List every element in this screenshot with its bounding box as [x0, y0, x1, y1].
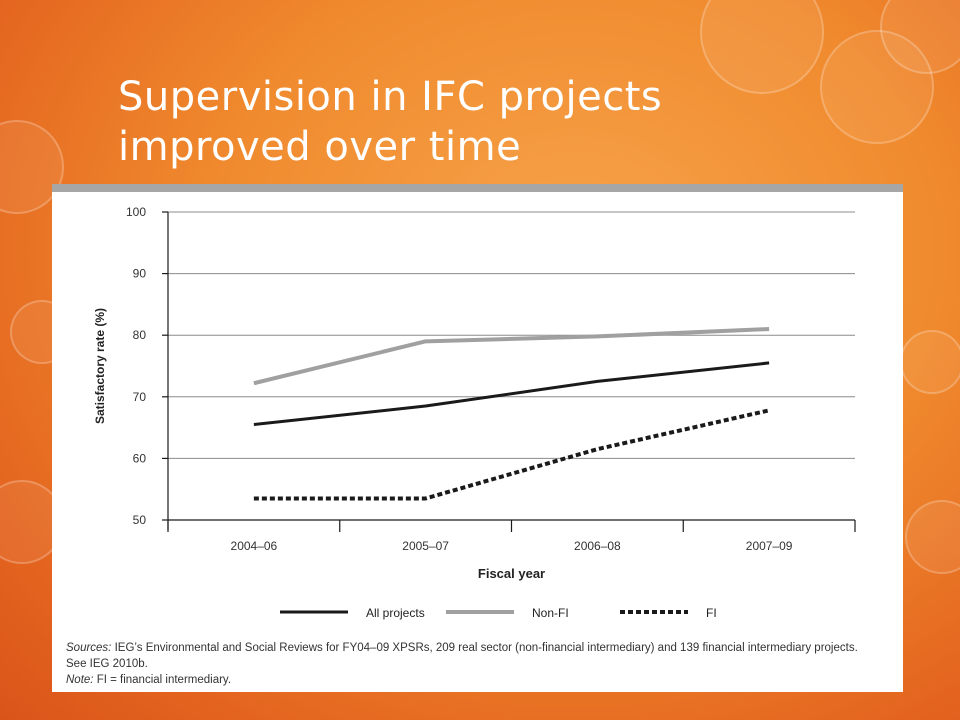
x-tick-label: 2005–07 [402, 539, 449, 553]
decorative-bubble [900, 330, 960, 394]
sources-text-2: See IEG 2010b. [66, 658, 148, 670]
y-axis-label: Satisfactory rate (%) [93, 308, 107, 424]
chart-figure: 50 60 70 80 90 100 2004–06 2005–07 2006–08 2007–0… [52, 184, 903, 692]
x-axis-label: Fiscal year [478, 566, 545, 581]
slide-title: Supervision in IFC projects improved ove… [118, 72, 878, 172]
definition-note: Note: FI = financial intermediary. [66, 672, 891, 688]
note-text: FI = financial intermediary. [93, 674, 232, 686]
x-tick-label: 2006–08 [574, 539, 621, 553]
x-tick-label: 2007–09 [746, 539, 793, 553]
y-tick-label: 80 [133, 328, 147, 342]
y-tick-label: 100 [126, 205, 146, 219]
y-tick-label: 50 [133, 513, 147, 527]
y-tick-label: 60 [133, 451, 147, 465]
legend-label-all-projects: All projects [366, 606, 425, 620]
legend-label-non-fi: Non-FI [532, 606, 569, 620]
line-chart: 50 60 70 80 90 100 2004–06 2005–07 2006–08 2007–0… [93, 205, 856, 620]
sources-label: Sources: [66, 642, 112, 654]
x-tick-label: 2004–06 [231, 539, 278, 553]
decorative-bubble [905, 500, 960, 574]
slide-title-line2: improved over time [118, 124, 522, 170]
series-line-non-fi [253, 327, 770, 386]
note-label: Note: [66, 674, 94, 686]
slide-title-line1: Supervision in IFC projects [118, 74, 663, 120]
chart-notes: Sources: IEG’s Environmental and Social … [66, 640, 891, 688]
sources-note: Sources: IEG’s Environmental and Social … [66, 640, 891, 672]
y-tick-label: 70 [133, 390, 147, 404]
sources-text: IEG’s Environmental and Social Reviews f… [111, 642, 858, 654]
legend-label-fi: FI [706, 606, 717, 620]
y-tick-label: 90 [133, 267, 147, 281]
series-line-all-projects [253, 361, 770, 427]
series-line-fi [253, 408, 770, 501]
